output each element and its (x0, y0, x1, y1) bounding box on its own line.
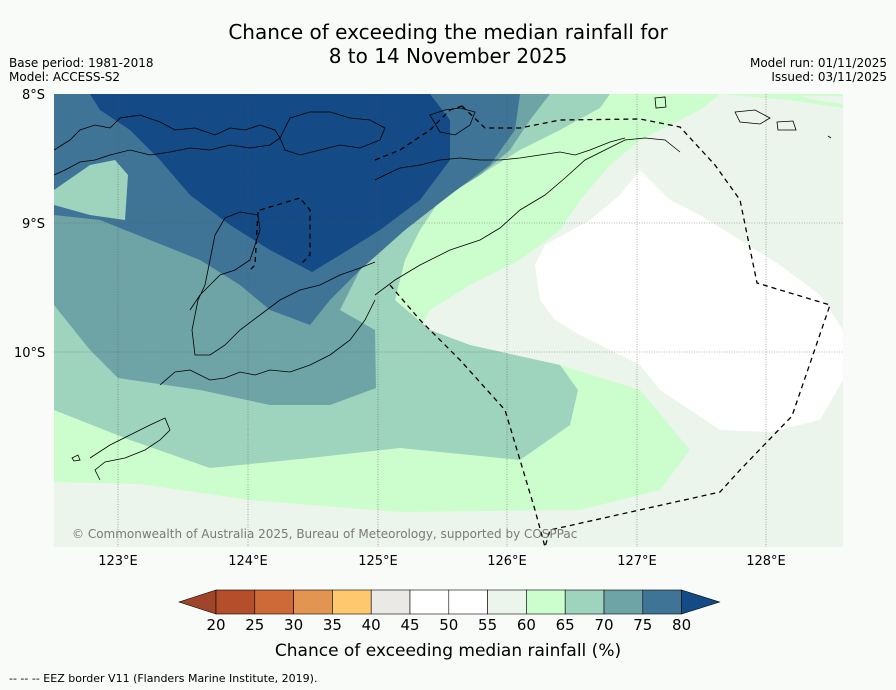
coast-savu (89, 417, 171, 481)
lon-label: 125°E (358, 554, 398, 569)
lon-label: 124°E (228, 554, 268, 569)
coast-wetar (429, 107, 476, 136)
colorbar-segment (370, 589, 411, 615)
colorbar-tick-label: 50 (439, 616, 458, 634)
colorbar-tick-label: 55 (478, 616, 497, 634)
eez-borders (249, 105, 831, 547)
colorbar-tick-label: 80 (672, 616, 691, 634)
colorbar-tick-label: 60 (517, 616, 536, 634)
colorbar: 20 25 30 35 40 45 50 55 60 65 70 75 80 (178, 589, 721, 634)
coast-alor (279, 111, 386, 156)
title-line-2: 8 to 14 November 2025 (328, 44, 568, 68)
colorbar-segment (487, 589, 527, 615)
lon-label: 128°E (746, 554, 786, 569)
pocket-65-70 (54, 160, 128, 220)
colorbar-segment (642, 589, 682, 615)
band-80-plus (90, 94, 450, 272)
coast-islet-4 (776, 120, 797, 131)
lat-label: 10°S (14, 346, 45, 361)
model-run: Model run: 01/11/2025 (749, 56, 887, 70)
lat-label: 9°S (22, 217, 45, 232)
colorbar-tick-label: 75 (633, 616, 652, 634)
coast-islet-3 (734, 109, 771, 125)
colorbar-segment (215, 589, 256, 615)
lat-labels: 8°S 9°S 10°S (14, 88, 45, 361)
map-panel (54, 94, 843, 547)
colorbar-segment (254, 589, 294, 615)
colorbar-segment (293, 589, 333, 615)
eez-note: -- -- -- EEZ border V11 (Flanders Marine… (9, 672, 318, 685)
colorbar-segment (332, 589, 372, 615)
coast-rote (159, 299, 376, 386)
graticule (54, 94, 843, 547)
copyright-notice: © Commonwealth of Australia 2025, Bureau… (72, 527, 578, 541)
meta-right: Model run: 01/11/2025 Issued: 03/11/2025 (750, 56, 887, 84)
lat-label: 8°S (22, 88, 45, 103)
colorbar-tick-label: 30 (284, 616, 303, 634)
colorbar-extend-low (178, 589, 217, 615)
lon-label: 126°E (487, 554, 527, 569)
coast-islet-1 (71, 454, 81, 462)
colorbar-segment (448, 589, 488, 615)
lon-labels: 123°E 124°E 125°E 126°E 127°E 128°E (98, 554, 786, 569)
band-55-60-pocket (800, 96, 843, 104)
colorbar-segment (564, 589, 605, 615)
coast-sumba (189, 211, 376, 356)
chart-title: Chance of exceeding the median rainfall … (0, 20, 896, 68)
colorbar-tick-label: 25 (245, 616, 264, 634)
lon-label: 123°E (98, 554, 138, 569)
issued-date: Issued: 03/11/2025 (771, 70, 887, 84)
lon-label: 127°E (617, 554, 657, 569)
coast-islet-2 (654, 96, 667, 109)
colorbar-segment (526, 589, 566, 615)
colorbar-label: Chance of exceeding median rainfall (%) (274, 641, 622, 661)
colorbar-tick-label: 45 (400, 616, 419, 634)
colorbar-segment (409, 589, 450, 615)
colorbar-tick-label: 65 (556, 616, 575, 634)
colorbar-tick-label: 40 (362, 616, 381, 634)
coast-islet-5 (827, 135, 832, 139)
meta-left: Base period: 1981-2018 Model: ACCESS-S2 (9, 56, 154, 84)
colorbar-tick-label: 35 (323, 616, 342, 634)
colorbar-tick-label: 20 (206, 616, 225, 634)
colorbar-tick-label: 70 (594, 616, 613, 634)
coastlines (54, 96, 832, 481)
colorbar-extend-high (681, 589, 721, 615)
coast-timor-north (374, 137, 681, 296)
coast-flores (54, 114, 281, 176)
coast-timor-inner (374, 137, 626, 181)
base-period: Base period: 1981-2018 (9, 56, 154, 70)
title-line-1: Chance of exceeding the median rainfall … (228, 20, 668, 44)
model-name: Model: ACCESS-S2 (9, 70, 121, 84)
colorbar-segment (603, 589, 644, 615)
